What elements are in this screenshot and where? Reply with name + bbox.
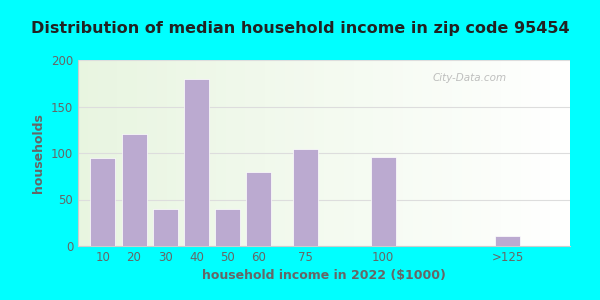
Bar [88,60,98,246]
Y-axis label: households: households [32,113,46,193]
Bar [153,209,178,246]
Bar [472,60,481,246]
Bar [403,60,413,246]
Bar [176,60,186,246]
Bar [167,60,176,246]
Bar [491,60,501,246]
Bar [107,60,118,246]
Bar [275,60,284,246]
Bar [334,60,344,246]
Bar [452,60,462,246]
Bar [304,60,314,246]
Bar [324,60,334,246]
Bar [215,209,240,246]
Bar [245,60,255,246]
Bar [442,60,452,246]
Bar [521,60,530,246]
Bar [353,60,364,246]
Bar [184,79,209,246]
X-axis label: household income in 2022 ($1000): household income in 2022 ($1000) [202,269,446,282]
Bar [226,60,235,246]
Bar [530,60,541,246]
Bar [393,60,403,246]
Bar [157,60,167,246]
Bar [147,60,157,246]
Bar [560,60,570,246]
Bar [137,60,147,246]
Bar [118,60,127,246]
Text: Distribution of median household income in zip code 95454: Distribution of median household income … [31,21,569,36]
Bar [255,60,265,246]
Bar [541,60,550,246]
Bar [122,134,146,246]
Bar [78,60,88,246]
Bar [495,236,520,246]
Bar [295,60,304,246]
Bar [364,60,373,246]
Bar [235,60,245,246]
Bar [550,60,560,246]
Bar [371,157,395,246]
Bar [284,60,295,246]
Bar [432,60,442,246]
Text: City-Data.com: City-Data.com [432,73,506,83]
Bar [413,60,422,246]
Bar [293,149,318,246]
Bar [91,158,115,246]
Bar [127,60,137,246]
Bar [511,60,521,246]
Bar [373,60,383,246]
Bar [196,60,206,246]
Bar [462,60,472,246]
Bar [246,172,271,246]
Bar [314,60,324,246]
Bar [481,60,491,246]
Bar [344,60,353,246]
Bar [501,60,511,246]
Bar [186,60,196,246]
Bar [216,60,226,246]
Bar [98,60,107,246]
Bar [383,60,393,246]
Bar [206,60,216,246]
Bar [265,60,275,246]
Bar [422,60,432,246]
